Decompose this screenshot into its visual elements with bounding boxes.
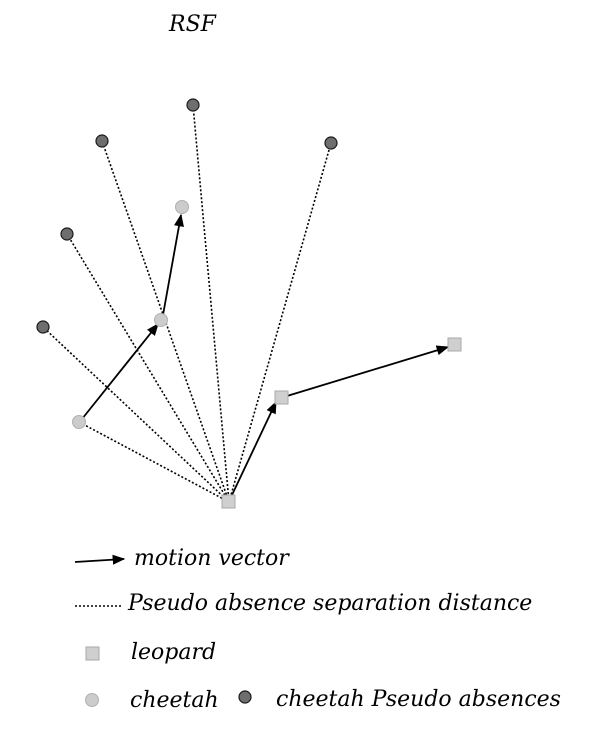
cheetah-marker <box>175 200 189 214</box>
pseudo-absence-marker <box>36 320 50 334</box>
legend: motion vector Pseudo absence separation … <box>74 546 561 713</box>
leopard-markers <box>221 337 462 509</box>
cheetah-marker <box>154 313 168 327</box>
pseudo-absence-marker <box>324 136 338 150</box>
separation-line-1 <box>42 326 230 503</box>
pseudo-absence-marker <box>95 134 109 148</box>
legend-motion-vector-label: motion vector <box>134 546 290 571</box>
leopard-marker <box>447 337 462 352</box>
leopard-marker <box>221 494 236 509</box>
cheetah-motion-vector-2 <box>162 213 184 316</box>
pseudo-absence-marker <box>186 98 200 112</box>
separation-lines <box>42 104 332 503</box>
leopard-marker <box>274 390 289 405</box>
cheetah-motion-vector-1 <box>81 323 159 420</box>
legend-leopard-label: leopard <box>131 640 216 665</box>
separation-line-4 <box>192 104 230 503</box>
legend-pseudo-absence-label: cheetah Pseudo absences <box>276 687 561 712</box>
separation-line-5 <box>228 142 332 503</box>
legend-pseudo-absence-symbol <box>238 690 252 704</box>
legend-separation-distance-label: Pseudo absence separation distance <box>127 591 532 616</box>
legend-cheetah-symbol <box>85 693 99 707</box>
pseudo-absence-markers <box>36 98 338 334</box>
legend-motion-vector-symbol <box>74 554 126 565</box>
motion-vectors <box>81 213 450 496</box>
legend-cheetah-label: cheetah <box>130 688 219 713</box>
leopard-motion-vector-2 <box>286 345 450 397</box>
pseudo-absence-marker <box>60 227 74 241</box>
cheetah-markers <box>72 200 189 429</box>
leopard-motion-vector-1 <box>231 400 277 496</box>
cheetah-marker <box>72 415 86 429</box>
diagram-title: RSF <box>168 12 217 37</box>
separation-line-2 <box>66 233 230 503</box>
legend-leopard-symbol <box>85 646 100 661</box>
separation-line-6 <box>78 421 230 503</box>
